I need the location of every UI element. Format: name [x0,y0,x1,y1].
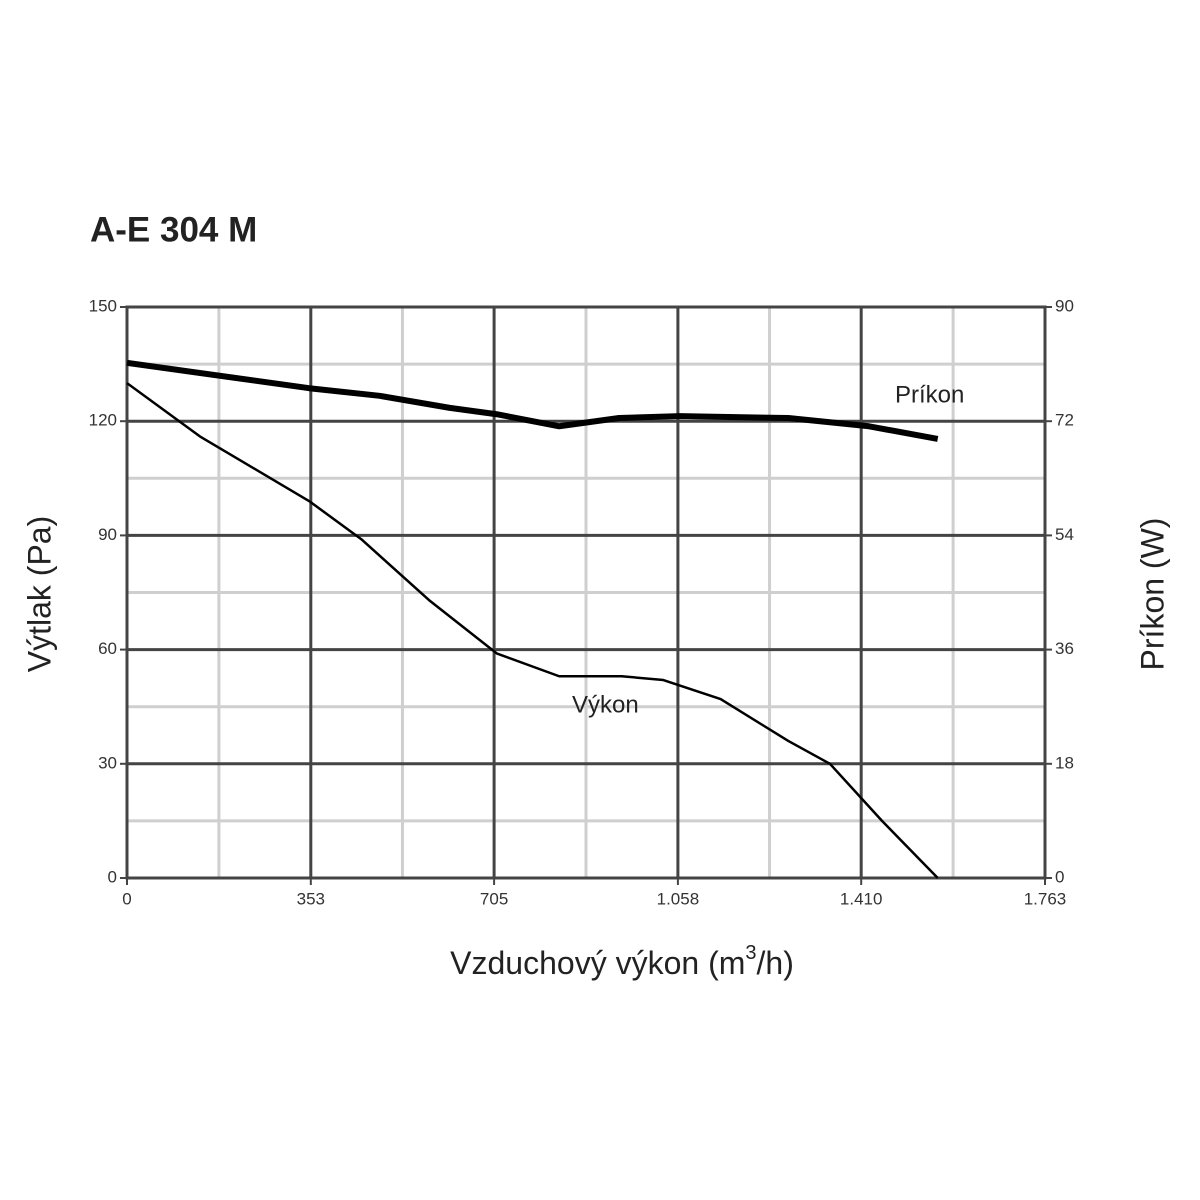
x-axis-label-part: 3 [745,942,756,964]
y2-tick-label: 36 [1055,639,1074,658]
x-tick-label: 1.058 [657,889,700,908]
x-tick-label: 1.410 [840,889,883,908]
y-tick-label: 120 [89,411,117,430]
y2-tick-label: 0 [1055,867,1064,886]
x-tick-label: 705 [480,889,508,908]
y2-tick-label: 54 [1055,525,1074,544]
y-tick-label: 30 [98,753,117,772]
y2-axis-label: Príkon (W) [1134,518,1170,671]
x-tick-label: 353 [297,889,325,908]
y-tick-label: 90 [98,525,117,544]
series-label: Výkon [572,691,639,718]
data-line [126,382,939,879]
y-tick-label: 150 [89,296,117,315]
x-axis-label-part: Vzduchový výkon (m [450,945,745,981]
x-axis-label-part: /h) [757,945,794,981]
y-tick-label: 60 [98,639,117,658]
y-tick-label: 0 [108,867,117,886]
plot-frame [125,305,1047,880]
x-axis-label: Vzduchový výkon (m3/h) [450,942,794,981]
x-tick-label: 0 [122,889,131,908]
data-line [126,359,939,442]
y-axis-label: Výtlak (Pa) [21,516,57,672]
series-label: Príkon [895,381,964,408]
x-tick-label: 1.763 [1024,889,1067,908]
y2-tick-label: 18 [1055,753,1074,772]
y2-tick-label: 90 [1055,296,1074,315]
chart-title: A-E 304 M [90,210,257,249]
y2-tick-label: 72 [1055,411,1074,430]
